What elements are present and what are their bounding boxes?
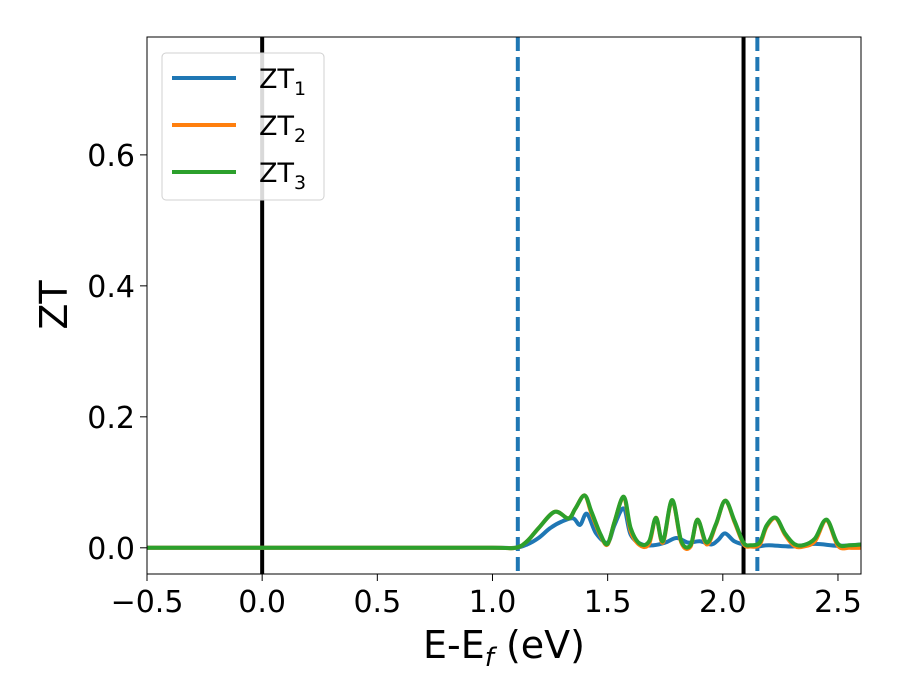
y-tick-label: 0.4 [87,270,135,305]
series-lines [147,493,862,551]
y-tick-label: 0.0 [87,532,135,567]
x-tick-label: 0.0 [238,585,286,620]
legend-label-zt3: ZT3 [259,158,306,194]
series-line-zt1 [147,506,862,551]
x-tick-label: 2.5 [814,585,862,620]
y-tick-label: 0.6 [87,139,135,174]
y-axis-title: ZT [32,280,76,330]
reference-lines [260,37,760,574]
legend-label-zt2: ZT2 [259,111,306,147]
x-axis-title: E-Ef (eV) [423,623,585,673]
x-tick-label: 0.5 [353,585,401,620]
series-line-zt3 [147,493,862,551]
y-axis: 0.0 0.2 0.4 0.6 [87,139,147,567]
x-axis: −0.5 0.0 0.5 1.0 1.5 2.0 2.5 [111,574,862,620]
y-tick-label: 0.2 [87,401,135,436]
x-tick-label: 1.0 [469,585,517,620]
x-tick-label: 1.5 [584,585,632,620]
series-line-zt2 [147,493,862,551]
plot-frame [146,36,862,575]
x-tick-label: 2.0 [699,585,747,620]
legend: ZT1 ZT2 ZT3 [161,52,325,201]
x-tick-label: −0.5 [111,585,184,620]
legend-label-zt1: ZT1 [259,64,306,100]
legend-box [161,52,325,201]
